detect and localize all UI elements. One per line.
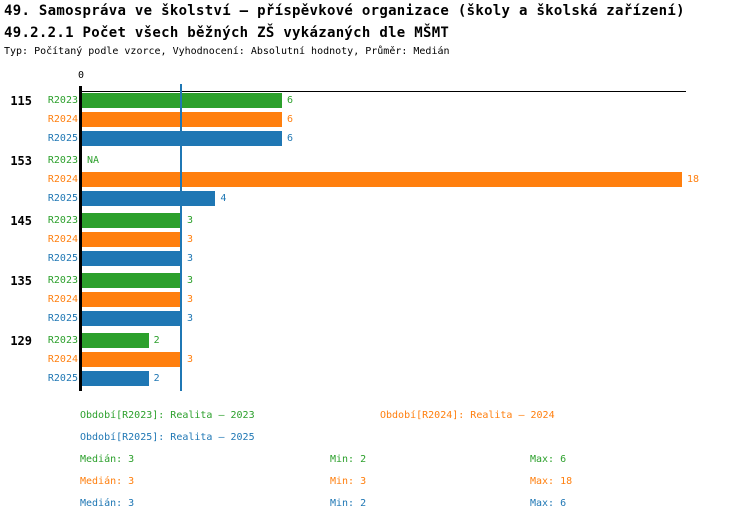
stat-r2023-median: Medián: 3 — [80, 454, 135, 465]
bar-value-label: 3 — [187, 215, 194, 226]
bar-value-label: 6 — [287, 133, 294, 144]
median-line — [180, 84, 182, 391]
series-row-label: R2024 — [47, 354, 78, 365]
page-title: 49. Samospráva ve školství – příspěvkové… — [4, 3, 685, 19]
bar-135-R2024 — [82, 292, 182, 307]
x-axis-line — [81, 91, 686, 92]
stat-r2023-max: Max: 6 — [530, 454, 567, 465]
stat-r2024-median: Medián: 3 — [80, 476, 135, 487]
bar-153-R2025 — [82, 191, 216, 206]
series-row-label: R2025 — [47, 253, 78, 264]
legend-item-r2025: Období[R2025]: Realita – 2025 — [80, 432, 255, 443]
bar-129-R2024 — [82, 352, 182, 367]
bar-145-R2025 — [82, 251, 182, 266]
page-meta: Typ: Počítaný podle vzorce, Vyhodnocení:… — [4, 46, 450, 57]
grouped-bar-chart: 0 115 R2023 6 R2024 6 R2025 6 153 R2023 NA R2024 18 R… — [0, 62, 750, 407]
legend-item-r2024: Období[R2024]: Realita – 2024 — [380, 410, 555, 421]
series-row-label: R2024 — [47, 294, 78, 305]
y-axis-line — [79, 86, 82, 391]
bar-value-label: 3 — [187, 253, 194, 264]
series-row-label: R2024 — [47, 114, 78, 125]
bar-135-R2025 — [82, 311, 182, 326]
bar-value-label: 6 — [287, 95, 294, 106]
bar-115-R2023 — [82, 93, 282, 108]
bar-115-R2025 — [82, 131, 282, 146]
legend-item-r2023: Období[R2023]: Realita – 2023 — [80, 410, 255, 421]
bar-153-R2024 — [82, 172, 682, 187]
bar-115-R2024 — [82, 112, 282, 127]
series-row-label: R2025 — [47, 133, 78, 144]
series-row-label: R2023 — [47, 275, 78, 286]
series-row-label: R2023 — [47, 335, 78, 346]
bar-value-label: 3 — [187, 313, 194, 324]
group-label: 129 — [10, 334, 32, 348]
series-row-label: R2024 — [47, 234, 78, 245]
series-row-label: R2025 — [47, 373, 78, 384]
bar-129-R2023 — [82, 333, 149, 348]
stat-r2023-min: Min: 2 — [330, 454, 367, 465]
stat-r2024-min: Min: 3 — [330, 476, 367, 487]
series-row-label: R2023 — [47, 95, 78, 106]
group-label: 153 — [10, 154, 32, 168]
series-row-label: R2025 — [47, 313, 78, 324]
stat-r2025-min: Min: 2 — [330, 498, 367, 509]
stat-r2025-median: Medián: 3 — [80, 498, 135, 509]
bar-value-label: NA — [87, 155, 100, 166]
series-row-label: R2025 — [47, 193, 78, 204]
page-subtitle: 49.2.2.1 Počet všech běžných ZŠ vykázaný… — [4, 25, 450, 41]
series-row-label: R2024 — [47, 174, 78, 185]
stat-r2025-max: Max: 6 — [530, 498, 567, 509]
bar-145-R2023 — [82, 213, 182, 228]
bar-129-R2025 — [82, 371, 149, 386]
bar-value-label: 6 — [287, 114, 294, 125]
series-row-label: R2023 — [47, 215, 78, 226]
stat-r2024-max: Max: 18 — [530, 476, 573, 487]
bar-value-label: 3 — [187, 275, 194, 286]
bar-value-label: 3 — [187, 354, 194, 365]
bar-value-label: 3 — [187, 294, 194, 305]
bar-135-R2023 — [82, 273, 182, 288]
bar-value-label: 4 — [220, 193, 227, 204]
x-axis-tick-label: 0 — [77, 70, 85, 81]
bar-145-R2024 — [82, 232, 182, 247]
bar-value-label: 2 — [153, 373, 160, 384]
bar-value-label: 3 — [187, 234, 194, 245]
group-label: 135 — [10, 274, 32, 288]
series-row-label: R2023 — [47, 155, 78, 166]
bar-value-label: 18 — [687, 174, 700, 185]
group-label: 145 — [10, 214, 32, 228]
bar-value-label: 2 — [153, 335, 160, 346]
group-label: 115 — [10, 94, 32, 108]
